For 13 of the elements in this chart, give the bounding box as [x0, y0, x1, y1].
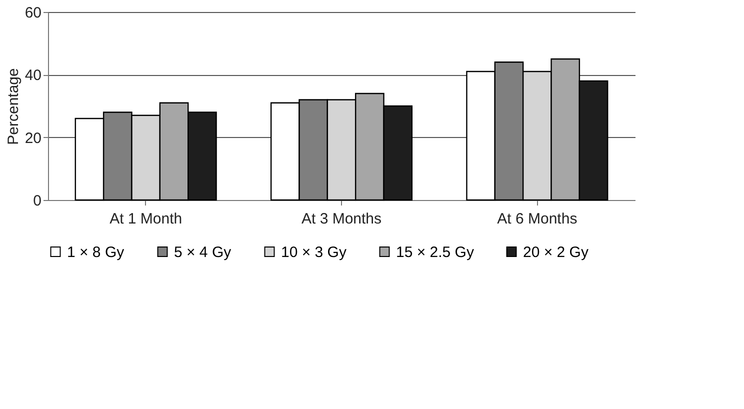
- legend-label: 10 × 3 Gy: [281, 244, 347, 261]
- x-tick-label: At 3 Months: [301, 210, 382, 228]
- y-axis-title: Percentage: [4, 68, 22, 145]
- y-tick-label: 40: [24, 67, 42, 84]
- legend-label: 5 × 4 Gy: [174, 244, 232, 261]
- y-tick-label: 0: [33, 192, 42, 210]
- legend-label: 15 × 2.5 Gy: [396, 244, 474, 261]
- y-tick-label: 60: [24, 4, 42, 22]
- y-tick-label: 20: [24, 130, 42, 147]
- legend-label: 1 × 8 Gy: [67, 244, 125, 261]
- x-tick-label: At 6 Months: [497, 210, 578, 228]
- x-tick-label: At 1 Month: [110, 210, 182, 228]
- legend-label: 20 × 2 Gy: [523, 244, 589, 261]
